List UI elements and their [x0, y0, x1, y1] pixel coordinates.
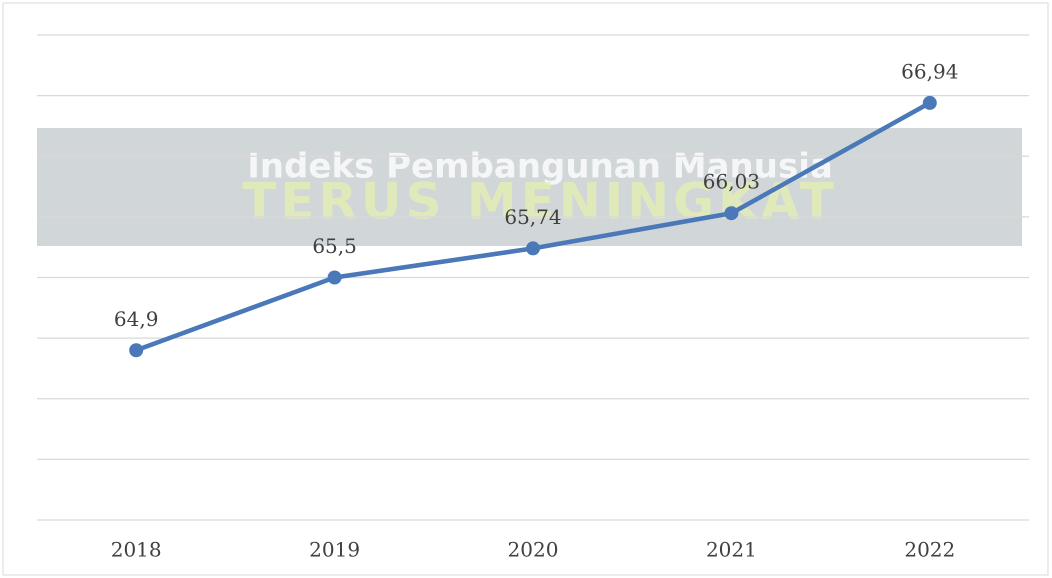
x-tick-label: 2020	[508, 538, 559, 562]
data-label: 66,94	[901, 59, 958, 83]
data-label: 65,5	[312, 234, 357, 258]
data-label: 66,03	[703, 170, 760, 194]
point	[724, 206, 738, 220]
x-tick-label: 2022	[904, 538, 955, 562]
page: Indeks Pembangunan Manusia TERUS MENINGK…	[0, 0, 1052, 578]
point	[923, 96, 937, 110]
x-tick-label: 2021	[706, 538, 757, 562]
point	[129, 343, 143, 357]
point	[526, 241, 540, 255]
chart-frame	[3, 3, 1048, 575]
x-tick-label: 2019	[309, 538, 360, 562]
point	[328, 271, 342, 285]
x-tick-label: 2018	[111, 538, 162, 562]
data-label: 64,9	[114, 307, 159, 331]
data-label: 65,74	[504, 205, 561, 229]
chart: Indeks Pembangunan Manusia TERUS MENINGK…	[0, 0, 1052, 578]
